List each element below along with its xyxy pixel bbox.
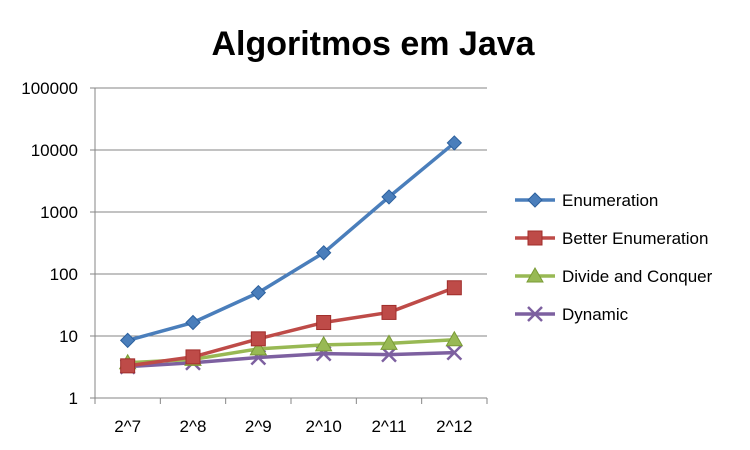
x-tick-label: 2^8 xyxy=(180,417,207,436)
data-point xyxy=(120,358,136,374)
x-tick-label: 2^11 xyxy=(371,417,406,436)
legend-label: Enumeration xyxy=(562,191,658,210)
data-point xyxy=(249,339,268,356)
legend-marker xyxy=(527,306,543,322)
x-tick-label: 2^7 xyxy=(114,417,141,436)
data-point xyxy=(119,332,136,349)
legend-label: Divide and Conquer xyxy=(562,267,713,286)
legend: Enumeration Better Enumeration Divide and … xyxy=(515,191,713,324)
data-point xyxy=(381,346,397,363)
legend-item: Divide and Conquer xyxy=(515,266,713,286)
data-point xyxy=(446,280,462,296)
y-tick-label: 1 xyxy=(69,389,78,408)
data-point xyxy=(380,334,398,350)
data-point xyxy=(315,245,332,261)
legend-marker xyxy=(527,230,543,246)
legend-marker xyxy=(526,266,544,283)
data-point xyxy=(316,315,332,331)
y-tick-label: 1000 xyxy=(40,203,78,222)
data-point xyxy=(250,284,267,301)
series-better-enumeration xyxy=(120,280,462,374)
data-point xyxy=(446,344,463,361)
series-enumeration xyxy=(119,135,463,349)
data-point xyxy=(381,304,397,320)
x-tick-label: 2^12 xyxy=(436,417,472,436)
data-point xyxy=(314,335,333,352)
y-tick-label: 10000 xyxy=(31,141,78,160)
data-point xyxy=(185,314,201,331)
data-point xyxy=(185,349,201,365)
legend-item: Dynamic xyxy=(515,305,629,324)
data-point xyxy=(381,189,397,205)
axes: 1 10 100 1000 10000 100000 2^7 2^8 2^9 2^10 2^11 2^… xyxy=(21,79,488,436)
y-tick-label: 100000 xyxy=(21,79,78,98)
series-line xyxy=(125,350,457,369)
legend-marker xyxy=(527,192,543,208)
legend-label: Dynamic xyxy=(562,305,629,324)
data-point xyxy=(250,331,266,347)
data-point xyxy=(446,135,463,151)
x-tick-label: 2^10 xyxy=(305,417,341,436)
legend-item: Better Enumeration xyxy=(515,229,708,248)
series-line xyxy=(125,286,457,368)
y-tick-label: 100 xyxy=(50,265,78,284)
y-tick-label: 10 xyxy=(59,327,78,346)
x-tick-label: 2^9 xyxy=(245,417,272,436)
legend-item: Enumeration xyxy=(515,191,658,210)
data-point xyxy=(445,330,464,347)
grid-lines xyxy=(95,87,487,337)
series-line xyxy=(125,141,457,343)
legend-label: Better Enumeration xyxy=(562,229,708,248)
series-layer xyxy=(118,135,464,375)
chart-title: Algoritmos em Java xyxy=(211,25,535,63)
